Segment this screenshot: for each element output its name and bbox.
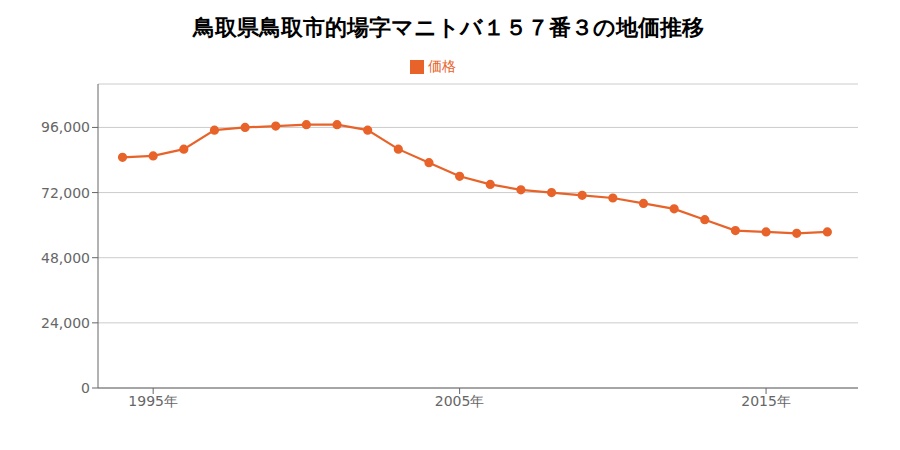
- svg-text:48,000: 48,000: [41, 250, 90, 266]
- svg-text:1995年: 1995年: [128, 393, 178, 409]
- svg-text:0: 0: [81, 380, 90, 396]
- svg-text:96,000: 96,000: [41, 119, 90, 135]
- svg-text:72,000: 72,000: [41, 185, 90, 201]
- html-text:価格: 価格: [428, 58, 456, 74]
- svg-text:24,000: 24,000: [41, 315, 90, 331]
- svg-text:2005年: 2005年: [435, 393, 485, 409]
- svg-text:2015年: 2015年: [741, 393, 791, 409]
- html-text:鳥取県鳥取市的場字マニトバ１５７番３の地価推移: 鳥取県鳥取市的場字マニトバ１５７番３の地価推移: [192, 15, 704, 40]
